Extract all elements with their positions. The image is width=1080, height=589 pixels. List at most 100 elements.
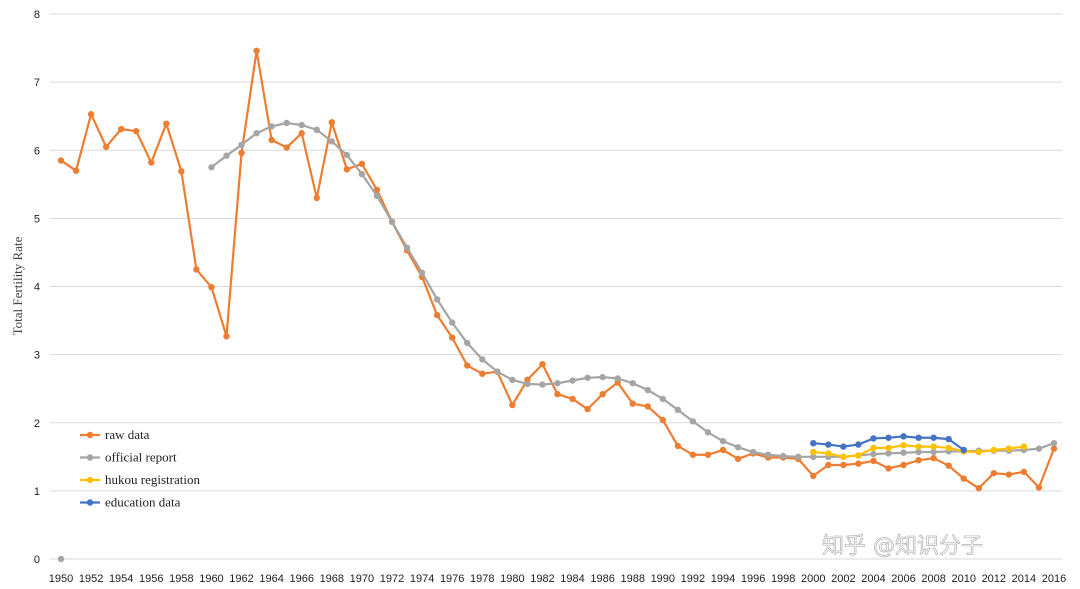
data-point [1005, 445, 1013, 452]
data-point [945, 435, 952, 443]
data-point [509, 401, 516, 409]
grid-lines [50, 13, 1062, 560]
data-point [659, 395, 667, 403]
data-point [870, 444, 877, 452]
data-point [960, 446, 967, 454]
data-point [719, 446, 727, 454]
data-point [479, 356, 486, 363]
data-point [163, 120, 170, 127]
x-tick-label: 1986 [590, 573, 614, 585]
data-point [569, 377, 576, 384]
data-point [825, 441, 832, 448]
data-point [674, 406, 682, 414]
data-point [1035, 445, 1043, 452]
x-tick-label: 1982 [530, 573, 554, 585]
data-point [253, 47, 260, 54]
data-point [855, 452, 862, 459]
data-point [704, 451, 712, 458]
data-point [313, 194, 320, 202]
data-point [238, 149, 245, 157]
data-point [1050, 445, 1058, 452]
data-point [253, 130, 260, 137]
x-tick-label: 2002 [831, 573, 855, 585]
data-point [990, 469, 998, 477]
legend: raw data official report hukou registratio… [80, 427, 200, 510]
data-point [825, 461, 832, 469]
data-point [298, 121, 305, 129]
data-point [689, 451, 697, 458]
data-point [870, 457, 877, 465]
data-point [494, 368, 501, 375]
data-point [133, 127, 140, 135]
y-tick-label: 3 [34, 350, 40, 362]
data-point [810, 448, 817, 456]
data-point [1020, 468, 1028, 475]
y-tick-label: 1 [34, 486, 40, 498]
data-point [193, 266, 200, 273]
x-tick-label: 1970 [350, 573, 374, 585]
data-point [539, 360, 546, 368]
data-point [810, 453, 817, 461]
watermark-text: 知乎 @知识分子 [822, 534, 983, 559]
legend-label: official report [105, 450, 177, 465]
legend-item: hukou registration [80, 472, 200, 487]
x-tick-label: 1984 [560, 573, 584, 585]
data-point [930, 448, 937, 456]
legend-label: hukou registration [105, 472, 200, 487]
series-education-data [810, 433, 967, 454]
data-point [343, 166, 351, 173]
x-tick-label: 2010 [951, 573, 975, 585]
data-point [117, 125, 125, 133]
x-tick-label: 1988 [620, 573, 644, 585]
data-point [268, 136, 275, 144]
data-point [524, 380, 531, 388]
data-point [178, 168, 185, 175]
legend-swatch-marker [86, 476, 94, 484]
data-point [915, 457, 922, 464]
legend-item: official report [80, 450, 177, 465]
data-point [885, 444, 892, 452]
data-point [57, 157, 65, 164]
x-tick-label: 2000 [801, 573, 825, 585]
data-point [629, 380, 636, 387]
data-point [358, 170, 366, 178]
data-point [975, 484, 982, 492]
data-point [915, 448, 922, 456]
data-point [900, 449, 907, 456]
data-point [584, 374, 591, 381]
x-tick-label: 2012 [982, 573, 1006, 585]
data-point [915, 443, 922, 450]
legend-item: education data [80, 495, 181, 510]
data-point [208, 164, 215, 171]
data-point [373, 186, 381, 193]
data-point [779, 452, 787, 460]
data-point [298, 130, 305, 137]
data-point [268, 123, 275, 130]
data-point [509, 376, 516, 384]
series-hukou-registration [810, 442, 1028, 461]
data-point [1020, 443, 1028, 450]
x-tick-label: 1954 [109, 573, 133, 585]
data-point [870, 450, 877, 458]
data-point [885, 434, 892, 441]
y-tick-label: 5 [34, 213, 40, 225]
data-point [734, 455, 742, 463]
data-point [945, 462, 952, 469]
x-tick-label: 1996 [741, 573, 765, 585]
data-point [734, 444, 742, 451]
data-point [87, 110, 95, 118]
y-tick-label: 7 [34, 77, 40, 89]
x-tick-label: 1966 [289, 573, 313, 585]
data-point [629, 400, 636, 407]
data-point [915, 434, 922, 441]
legend-label: education data [105, 495, 181, 510]
data-point [855, 460, 862, 467]
data-point [313, 126, 320, 134]
data-point [599, 373, 606, 381]
data-point [764, 451, 772, 458]
x-tick-label: 2016 [1042, 573, 1066, 585]
data-point [418, 269, 426, 277]
data-point [403, 244, 411, 251]
